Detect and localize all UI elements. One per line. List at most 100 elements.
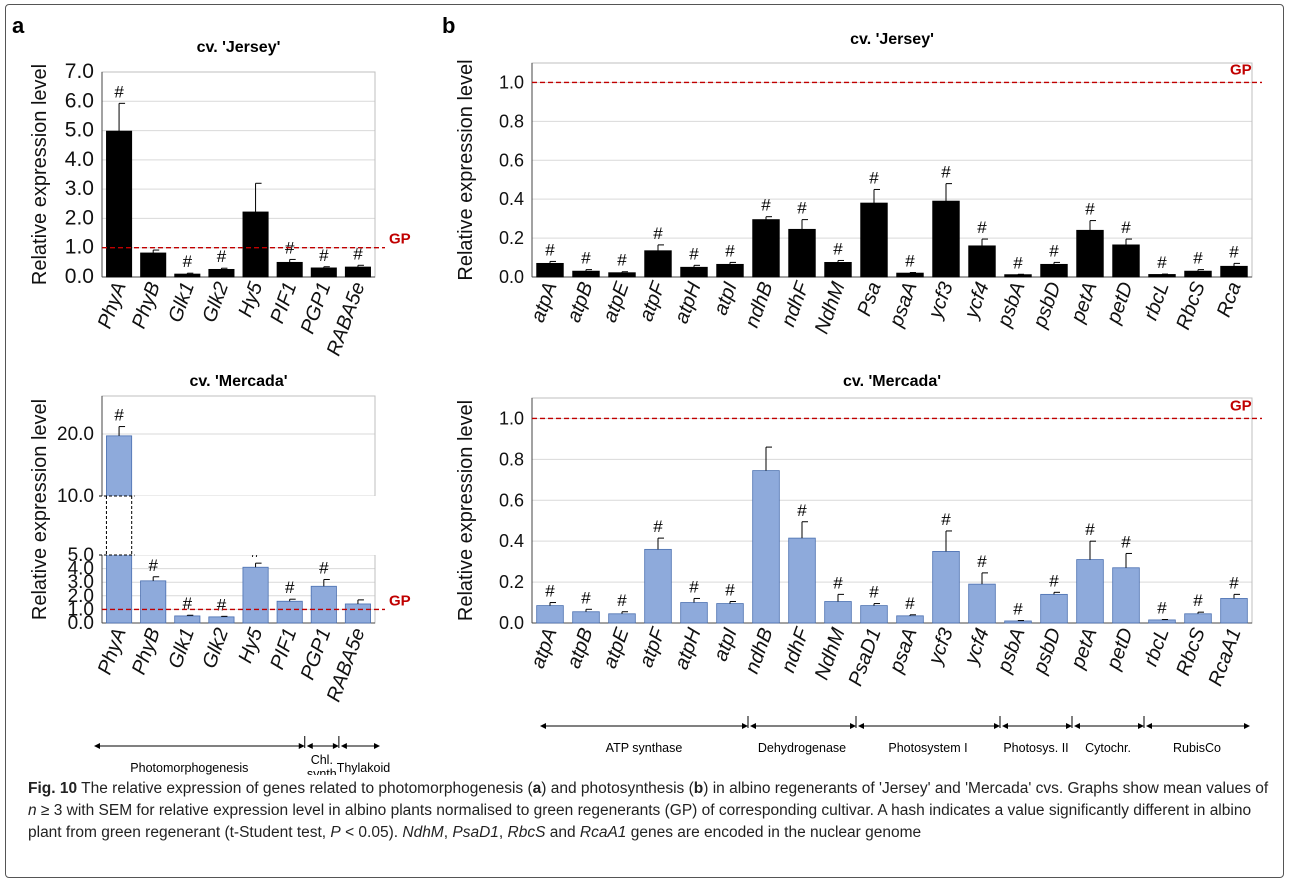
significance-mark: # xyxy=(1229,242,1239,261)
y-axis-label: Relative expression level xyxy=(455,59,477,280)
bar xyxy=(860,605,888,624)
bar xyxy=(968,245,996,278)
bar xyxy=(174,273,201,278)
significance-mark: # xyxy=(941,510,951,529)
bar xyxy=(932,551,960,624)
group-label: ATP synthase xyxy=(606,741,683,755)
significance-mark: # xyxy=(545,582,555,601)
plot-area-border xyxy=(531,62,1253,278)
group-label: Photomorphogenesis xyxy=(130,761,248,775)
bar xyxy=(716,603,744,624)
y-tick-label: 5.0 xyxy=(65,119,94,142)
bar xyxy=(276,600,303,624)
group-bracket-head xyxy=(1074,723,1080,729)
y-tick-label: 0.4 xyxy=(499,189,524,209)
significance-mark: # xyxy=(1085,520,1095,539)
bar xyxy=(1076,559,1104,624)
bar xyxy=(1148,274,1176,278)
significance-mark: # xyxy=(1193,591,1203,610)
bar xyxy=(572,611,600,624)
caption-p: P xyxy=(330,824,341,841)
x-tick-label: psbA xyxy=(993,625,1030,676)
bar xyxy=(1004,620,1032,624)
significance-mark: # xyxy=(114,406,124,425)
significance-mark: # xyxy=(217,595,227,614)
bar xyxy=(344,266,371,278)
group-bracket-head xyxy=(1002,723,1008,729)
y-tick-label: 1.0 xyxy=(499,72,524,92)
x-tick-label: atpA xyxy=(527,625,562,671)
x-tick-label: Hy5 xyxy=(234,278,267,320)
chart-title: cv. 'Mercada' xyxy=(843,373,941,390)
x-tick-label: RbcS xyxy=(1172,279,1210,333)
panel-label-b: b xyxy=(442,13,455,38)
y-tick-label: 1.0 xyxy=(65,236,94,259)
bar xyxy=(680,602,708,624)
y-tick-label: 4.0 xyxy=(65,148,94,171)
y-tick-label: 0.0 xyxy=(499,613,524,633)
x-tick-label: atpI xyxy=(710,625,742,664)
figure-caption: Fig. 10 The relative expression of genes… xyxy=(28,778,1276,844)
bar xyxy=(1112,567,1140,624)
y-tick-label: 1.0 xyxy=(68,599,94,620)
panel-label-a: a xyxy=(12,13,25,38)
significance-mark: # xyxy=(1121,218,1131,237)
figure-frame xyxy=(5,4,1284,878)
caption-text-3: ) in albino regenerants of 'Jersey' and … xyxy=(703,780,1269,797)
group-label: Cytochr. xyxy=(1085,741,1131,755)
bar xyxy=(824,262,852,278)
x-tick-label: PhyB xyxy=(128,279,165,331)
significance-mark: # xyxy=(183,594,193,613)
significance-mark: # xyxy=(1013,600,1023,619)
significance-mark: # xyxy=(581,588,591,607)
significance-mark: # xyxy=(869,583,879,602)
significance-mark: # xyxy=(319,558,329,577)
y-axis-label: Relative expression level xyxy=(455,400,477,621)
caption-gene-4: RcaA1 xyxy=(579,824,627,841)
significance-mark: # xyxy=(183,252,193,271)
group-bracket-head xyxy=(1138,723,1144,729)
y-tick-label: 2.0 xyxy=(65,206,94,229)
bar xyxy=(752,219,780,278)
caption-sep-1: , xyxy=(443,824,453,841)
y-tick-label: 6.0 xyxy=(65,89,94,112)
bar xyxy=(1148,619,1176,624)
significance-mark: # xyxy=(689,577,699,596)
bar xyxy=(824,601,852,624)
x-tick-label: Glk2 xyxy=(198,625,233,671)
group-bracket-head xyxy=(858,723,864,729)
x-tick-label: PGP1 xyxy=(297,625,336,683)
x-tick-label: PIF1 xyxy=(266,625,301,672)
x-tick-label: petA xyxy=(1067,279,1102,326)
significance-mark: # xyxy=(285,578,295,597)
y-tick-label: 0.8 xyxy=(499,111,524,131)
x-tick-label: ndhF xyxy=(777,278,814,330)
bar xyxy=(896,615,924,624)
significance-mark: # xyxy=(653,517,663,536)
x-tick-label: atpF xyxy=(635,624,670,671)
gp-label: GP xyxy=(1230,397,1252,414)
bar xyxy=(276,261,303,278)
group-label: Photosystem I xyxy=(888,741,967,755)
x-tick-label: ndhB xyxy=(741,279,778,330)
x-tick-label: atpE xyxy=(599,625,634,672)
bar xyxy=(1220,598,1248,624)
x-tick-label: ndhF xyxy=(777,624,814,676)
group-bracket-head xyxy=(94,743,100,749)
bar xyxy=(1184,270,1212,278)
bar xyxy=(174,615,201,624)
x-tick-label: RbcS xyxy=(1172,625,1210,679)
y-tick-label: 0.2 xyxy=(499,228,524,248)
y-tick-label: 5.0 xyxy=(68,545,94,566)
bar xyxy=(680,266,708,278)
chart-title: cv. 'Mercada' xyxy=(189,373,287,390)
group-bracket-head xyxy=(1244,723,1250,729)
significance-mark: # xyxy=(1193,249,1203,268)
group-label: RubisCo xyxy=(1173,741,1221,755)
significance-mark: # xyxy=(1085,200,1095,219)
bar xyxy=(140,580,167,624)
significance-mark: # xyxy=(1229,573,1239,592)
significance-mark: # xyxy=(977,218,987,237)
x-tick-label: atpB xyxy=(563,625,598,671)
significance-mark: # xyxy=(941,163,951,182)
